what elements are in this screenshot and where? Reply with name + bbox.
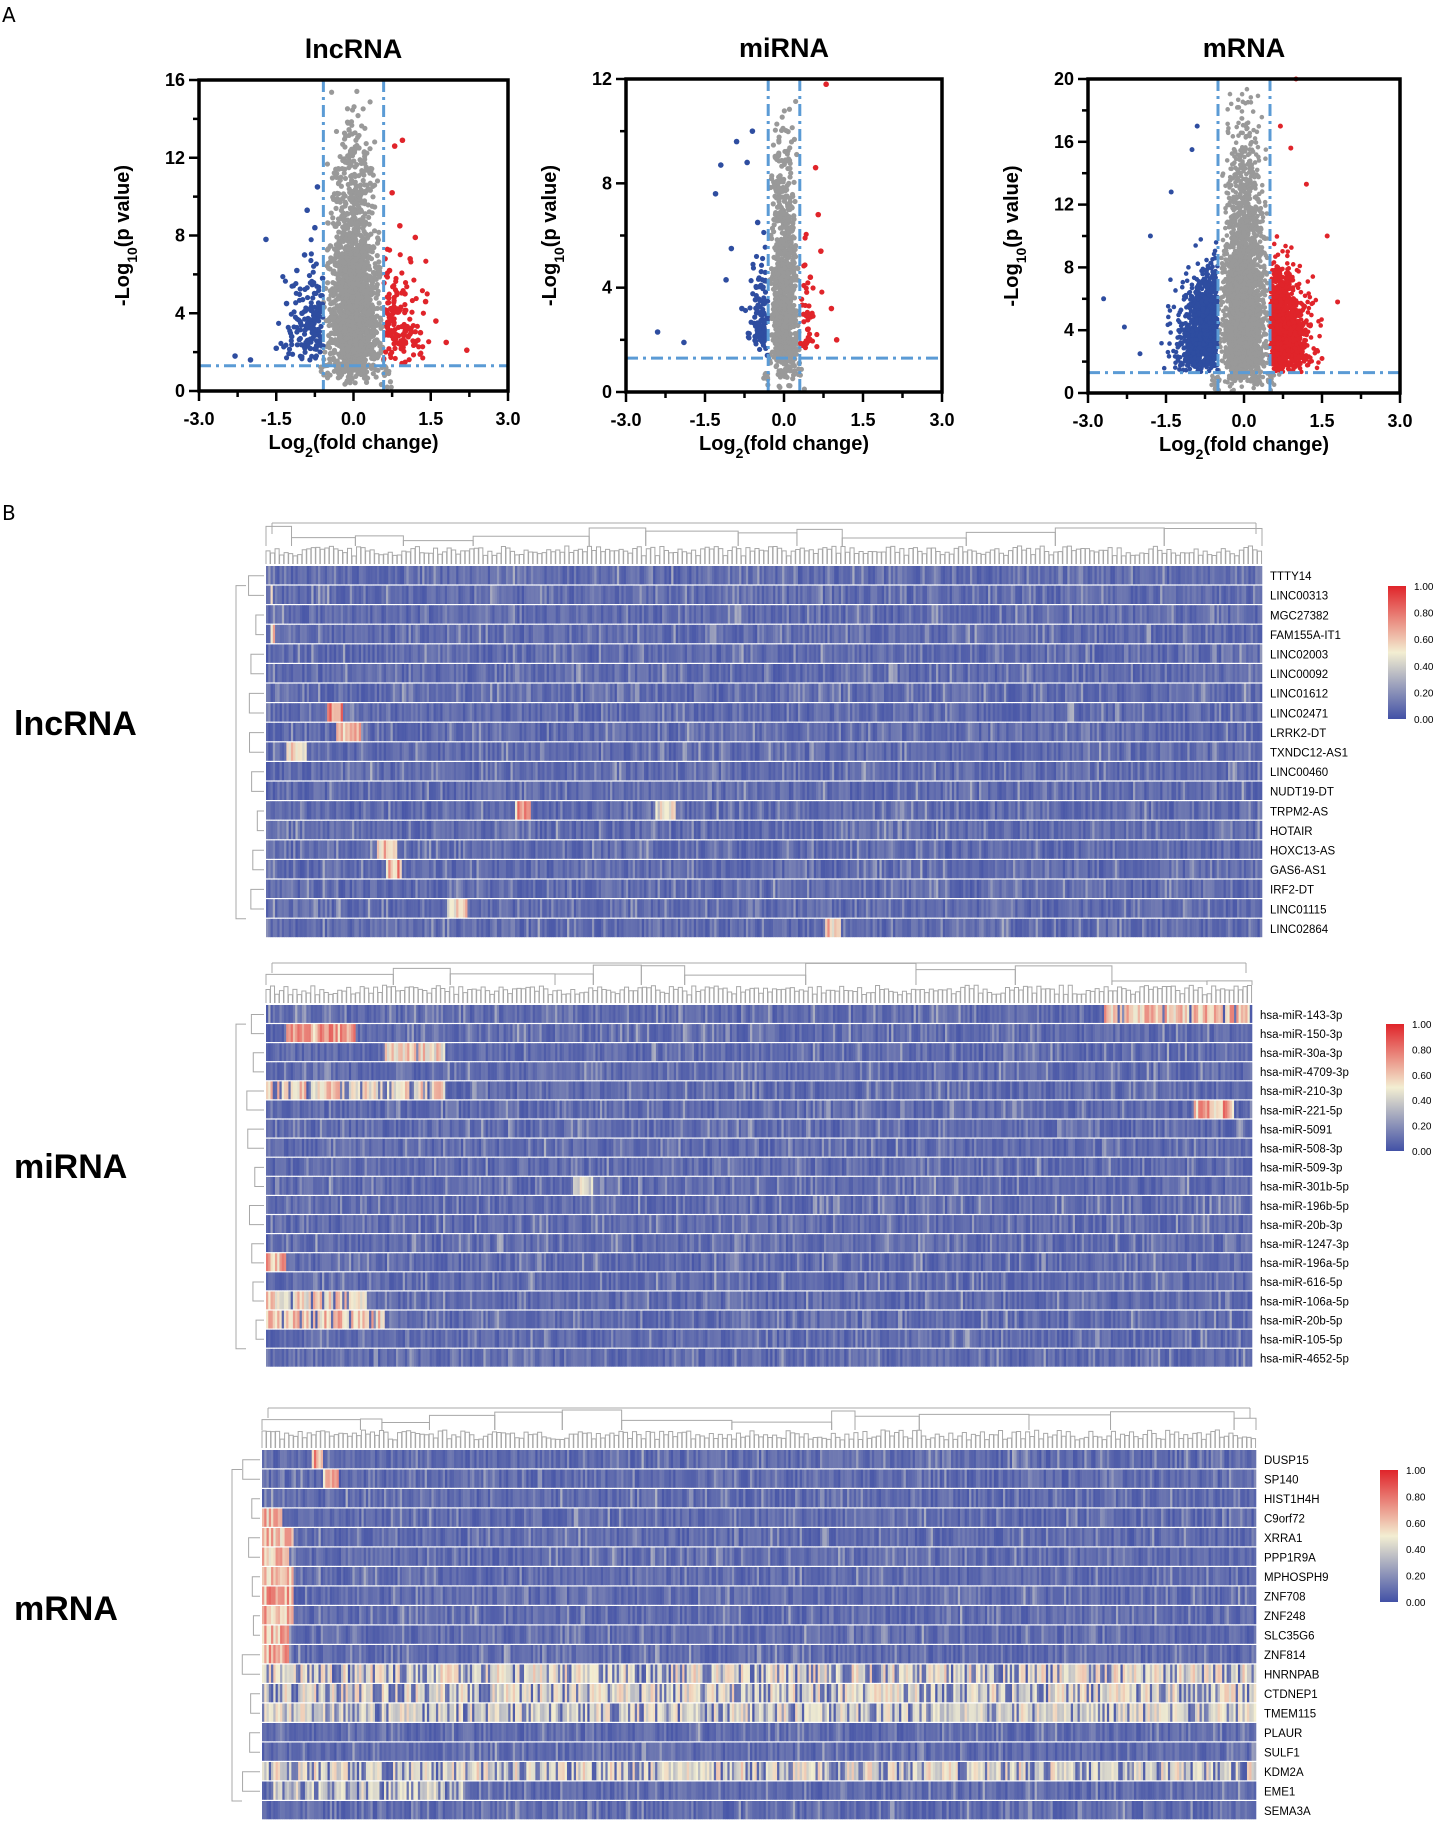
ns-point: [354, 89, 359, 94]
volcano-plot-lncRNA: lncRNA-3.0 -1.5 0.0 1.5 3.00481216Log2(fold …: [112, 34, 521, 460]
ns-point: [375, 368, 380, 373]
panel-letter-b: B: [2, 501, 16, 525]
ns-point: [385, 385, 390, 390]
volcano-title: lncRNA: [305, 34, 403, 64]
volcano-points: [232, 89, 469, 390]
figure: A B lncRNA-3.0 -1.5 0.0 1.5 3.00481216Log2(f…: [0, 0, 1436, 1824]
ns-point: [367, 146, 372, 151]
ns-point: [366, 215, 371, 220]
ns-point: [329, 210, 334, 215]
ns-point: [353, 138, 358, 143]
ns-point: [372, 139, 377, 144]
ns-point: [370, 194, 375, 199]
ns-point: [329, 90, 334, 95]
ns-point: [370, 210, 375, 215]
ns-point: [368, 99, 373, 104]
ns-point: [334, 129, 339, 134]
ns-point: [326, 221, 331, 226]
ns-point: [377, 301, 382, 306]
panel-letter-a: A: [2, 3, 16, 27]
ns-point: [343, 176, 348, 181]
ns-point: [375, 253, 380, 258]
ns-point: [350, 107, 355, 112]
ns-point: [388, 379, 393, 384]
ns-point: [333, 206, 338, 211]
ns-point: [330, 280, 335, 285]
ns-point: [340, 205, 345, 210]
ns-point: [345, 106, 350, 111]
ns-point: [364, 141, 369, 146]
ns-point: [355, 113, 360, 118]
ns-point: [375, 178, 380, 183]
